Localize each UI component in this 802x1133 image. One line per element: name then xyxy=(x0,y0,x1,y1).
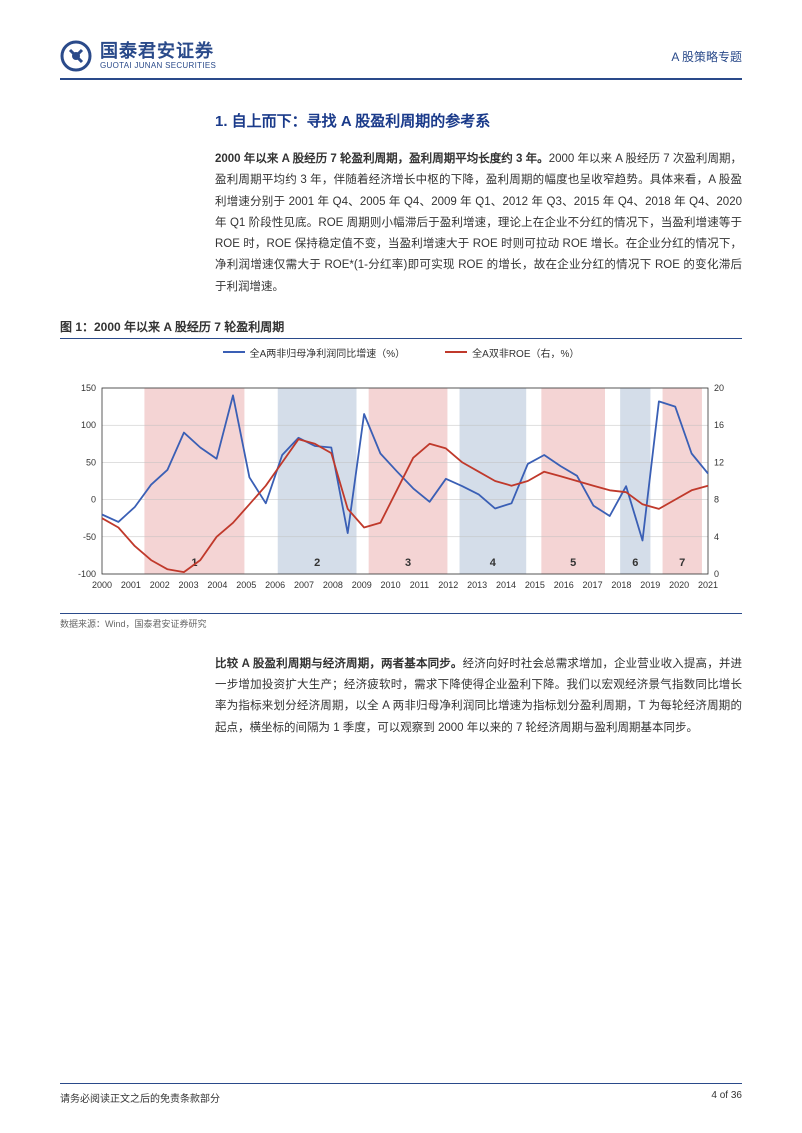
svg-text:2019: 2019 xyxy=(640,580,660,590)
svg-text:2021: 2021 xyxy=(698,580,718,590)
svg-text:2012: 2012 xyxy=(438,580,458,590)
svg-text:-50: -50 xyxy=(83,532,96,542)
svg-text:12: 12 xyxy=(714,457,724,467)
figure-1-chart: 全A两非归母净利润同比增速（%） 全A双非ROE（右，%） 12 3 4 5 6 7 -10… xyxy=(60,345,742,609)
legend-swatch-blue xyxy=(223,351,245,353)
para1-lead: 2000 年以来 A 股经历 7 轮盈利周期，盈利周期平均长度约 3 年。 xyxy=(215,153,549,165)
svg-text:8: 8 xyxy=(714,494,719,504)
chart-svg: 1234567-100-5005010015004812162020002001… xyxy=(60,364,742,604)
svg-text:2001: 2001 xyxy=(121,580,141,590)
svg-text:6: 6 xyxy=(632,557,638,569)
svg-text:2002: 2002 xyxy=(150,580,170,590)
legend-label-red: 全A双非ROE（右，%） xyxy=(472,345,579,360)
para1-body: 2000 年以来 A 股经历 7 次盈利周期，盈利周期平均约 3 年，伴随着经济… xyxy=(215,153,742,293)
paragraph-2: 比较 A 股盈利周期与经济周期，两者基本同步。经济向好时社会总需求增加，企业营业… xyxy=(215,654,742,739)
svg-text:2004: 2004 xyxy=(207,580,227,590)
svg-text:20: 20 xyxy=(714,383,724,393)
svg-text:2010: 2010 xyxy=(381,580,401,590)
logo-text-cn: 国泰君安证券 xyxy=(100,42,216,62)
svg-text:2008: 2008 xyxy=(323,580,343,590)
svg-text:2013: 2013 xyxy=(467,580,487,590)
svg-text:100: 100 xyxy=(81,420,96,430)
logo-text-en: GUOTAI JUNAN SECURITIES xyxy=(100,62,216,71)
svg-text:2006: 2006 xyxy=(265,580,285,590)
svg-text:2009: 2009 xyxy=(352,580,372,590)
section-title: 1. 自上而下：寻找 A 股盈利周期的参考系 xyxy=(215,110,742,131)
svg-text:4: 4 xyxy=(490,557,497,569)
svg-text:150: 150 xyxy=(81,383,96,393)
svg-text:4: 4 xyxy=(714,532,719,542)
svg-text:2007: 2007 xyxy=(294,580,314,590)
svg-text:2000: 2000 xyxy=(92,580,112,590)
svg-text:0: 0 xyxy=(714,569,719,579)
page-header: 国泰君安证券 GUOTAI JUNAN SECURITIES A 股策略专题 xyxy=(60,40,742,80)
legend-item-blue: 全A两非归母净利润同比增速（%） xyxy=(223,345,406,360)
svg-text:2: 2 xyxy=(314,557,320,569)
chart-legend: 全A两非归母净利润同比增速（%） 全A双非ROE（右，%） xyxy=(60,345,742,360)
para2-lead: 比较 A 股盈利周期与经济周期，两者基本同步。 xyxy=(215,658,463,670)
svg-text:2003: 2003 xyxy=(179,580,199,590)
svg-text:2011: 2011 xyxy=(410,580,429,590)
svg-text:2005: 2005 xyxy=(236,580,256,590)
svg-text:16: 16 xyxy=(714,420,724,430)
legend-item-red: 全A双非ROE（右，%） xyxy=(445,345,579,360)
svg-text:2016: 2016 xyxy=(554,580,574,590)
legend-label-blue: 全A两非归母净利润同比增速（%） xyxy=(250,345,406,360)
svg-text:-100: -100 xyxy=(78,569,96,579)
svg-text:5: 5 xyxy=(570,557,576,569)
svg-text:2014: 2014 xyxy=(496,580,516,590)
footer-disclaimer: 请务必阅读正文之后的免责条款部分 xyxy=(60,1090,220,1105)
svg-text:2020: 2020 xyxy=(669,580,689,590)
paragraph-1: 2000 年以来 A 股经历 7 轮盈利周期，盈利周期平均长度约 3 年。200… xyxy=(215,149,742,298)
header-topic: A 股策略专题 xyxy=(671,48,742,65)
svg-text:50: 50 xyxy=(86,457,96,467)
company-logo-icon xyxy=(60,40,92,72)
logo-block: 国泰君安证券 GUOTAI JUNAN SECURITIES xyxy=(60,40,216,72)
footer-page-number: 4 of 36 xyxy=(711,1090,742,1105)
page-footer: 请务必阅读正文之后的免责条款部分 4 of 36 xyxy=(60,1083,742,1105)
figure-1-title: 图 1：2000 年以来 A 股经历 7 轮盈利周期 xyxy=(60,318,742,339)
svg-text:7: 7 xyxy=(679,557,685,569)
legend-swatch-red xyxy=(445,351,467,353)
figure-1-source: 数据来源：Wind，国泰君安证券研究 xyxy=(60,613,742,630)
svg-text:2018: 2018 xyxy=(611,580,631,590)
svg-text:2017: 2017 xyxy=(583,580,603,590)
svg-text:0: 0 xyxy=(91,494,96,504)
svg-text:3: 3 xyxy=(405,557,411,569)
svg-text:2015: 2015 xyxy=(525,580,545,590)
